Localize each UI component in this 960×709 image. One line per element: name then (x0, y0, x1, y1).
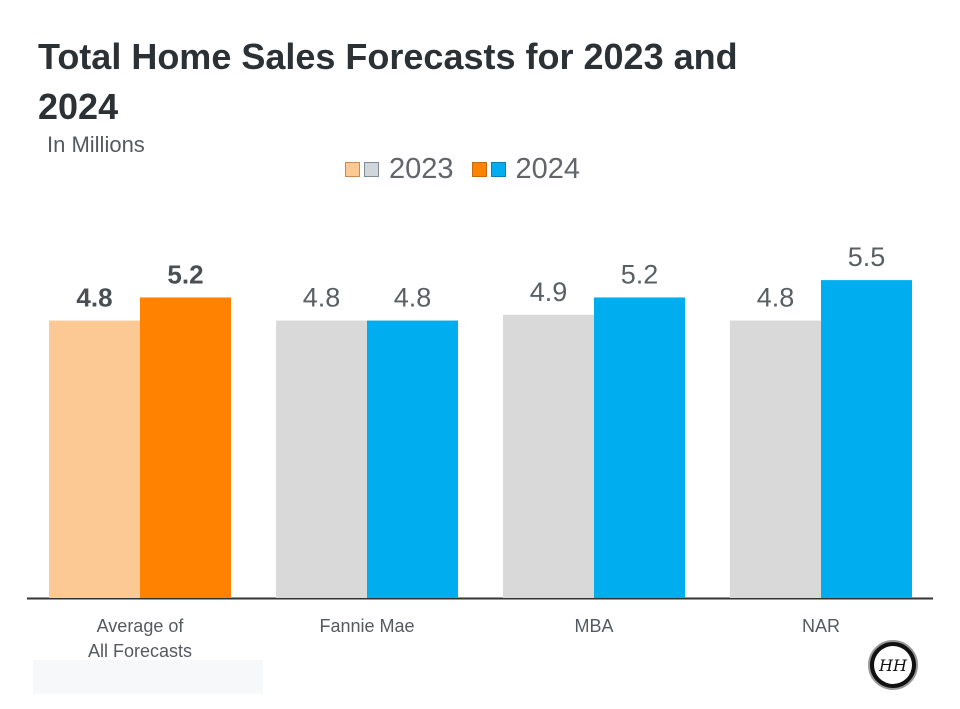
legend-swatch-2023-default (364, 161, 379, 177)
category-label-1: Fannie Mae (319, 616, 414, 636)
value-label-2024-2: 5.2 (621, 259, 659, 289)
bar-2023-3 (730, 320, 821, 598)
decorative-strip (33, 660, 263, 694)
legend-label-2024: 2024 (515, 152, 581, 185)
bar-2023-0 (49, 320, 140, 598)
value-label-2024-0: 5.2 (167, 259, 203, 289)
bar-2024-3 (821, 280, 912, 598)
category-label-3: NAR (802, 616, 840, 636)
value-label-2023-2: 4.9 (530, 277, 568, 307)
category-label-2: MBA (574, 616, 613, 636)
value-label-2023-3: 4.8 (757, 283, 795, 313)
value-label-2024-3: 5.5 (848, 242, 886, 272)
legend-item-2024: 2024 (471, 152, 599, 186)
value-label-2023-0: 4.8 (76, 283, 112, 313)
monogram-seal-center: HH (874, 646, 912, 684)
bar-2024-1 (367, 320, 458, 598)
bar-2024-2 (594, 297, 685, 598)
chart-subtitle: In Millions (47, 132, 145, 157)
legend-swatch-2024-highlight (471, 161, 487, 177)
legend: 2023 2024 (345, 151, 598, 187)
legend-label-2023: 2023 (389, 152, 454, 185)
bar-2023-2 (503, 314, 594, 598)
chart-title: Total Home Sales Forecasts for 2023 and … (38, 36, 738, 127)
legend-item-2023: 2023 (345, 153, 472, 186)
legend-swatch-2023-highlight (345, 161, 360, 177)
value-label-2024-1: 4.8 (394, 283, 432, 313)
monogram-seal-logo: HH (868, 640, 918, 690)
bar-2024-0 (140, 297, 231, 598)
bar-2023-1 (276, 320, 367, 598)
legend-swatch-2024-default (490, 161, 506, 177)
value-label-2023-1: 4.8 (303, 283, 341, 313)
category-label-0: Average of All Forecasts (88, 616, 192, 661)
